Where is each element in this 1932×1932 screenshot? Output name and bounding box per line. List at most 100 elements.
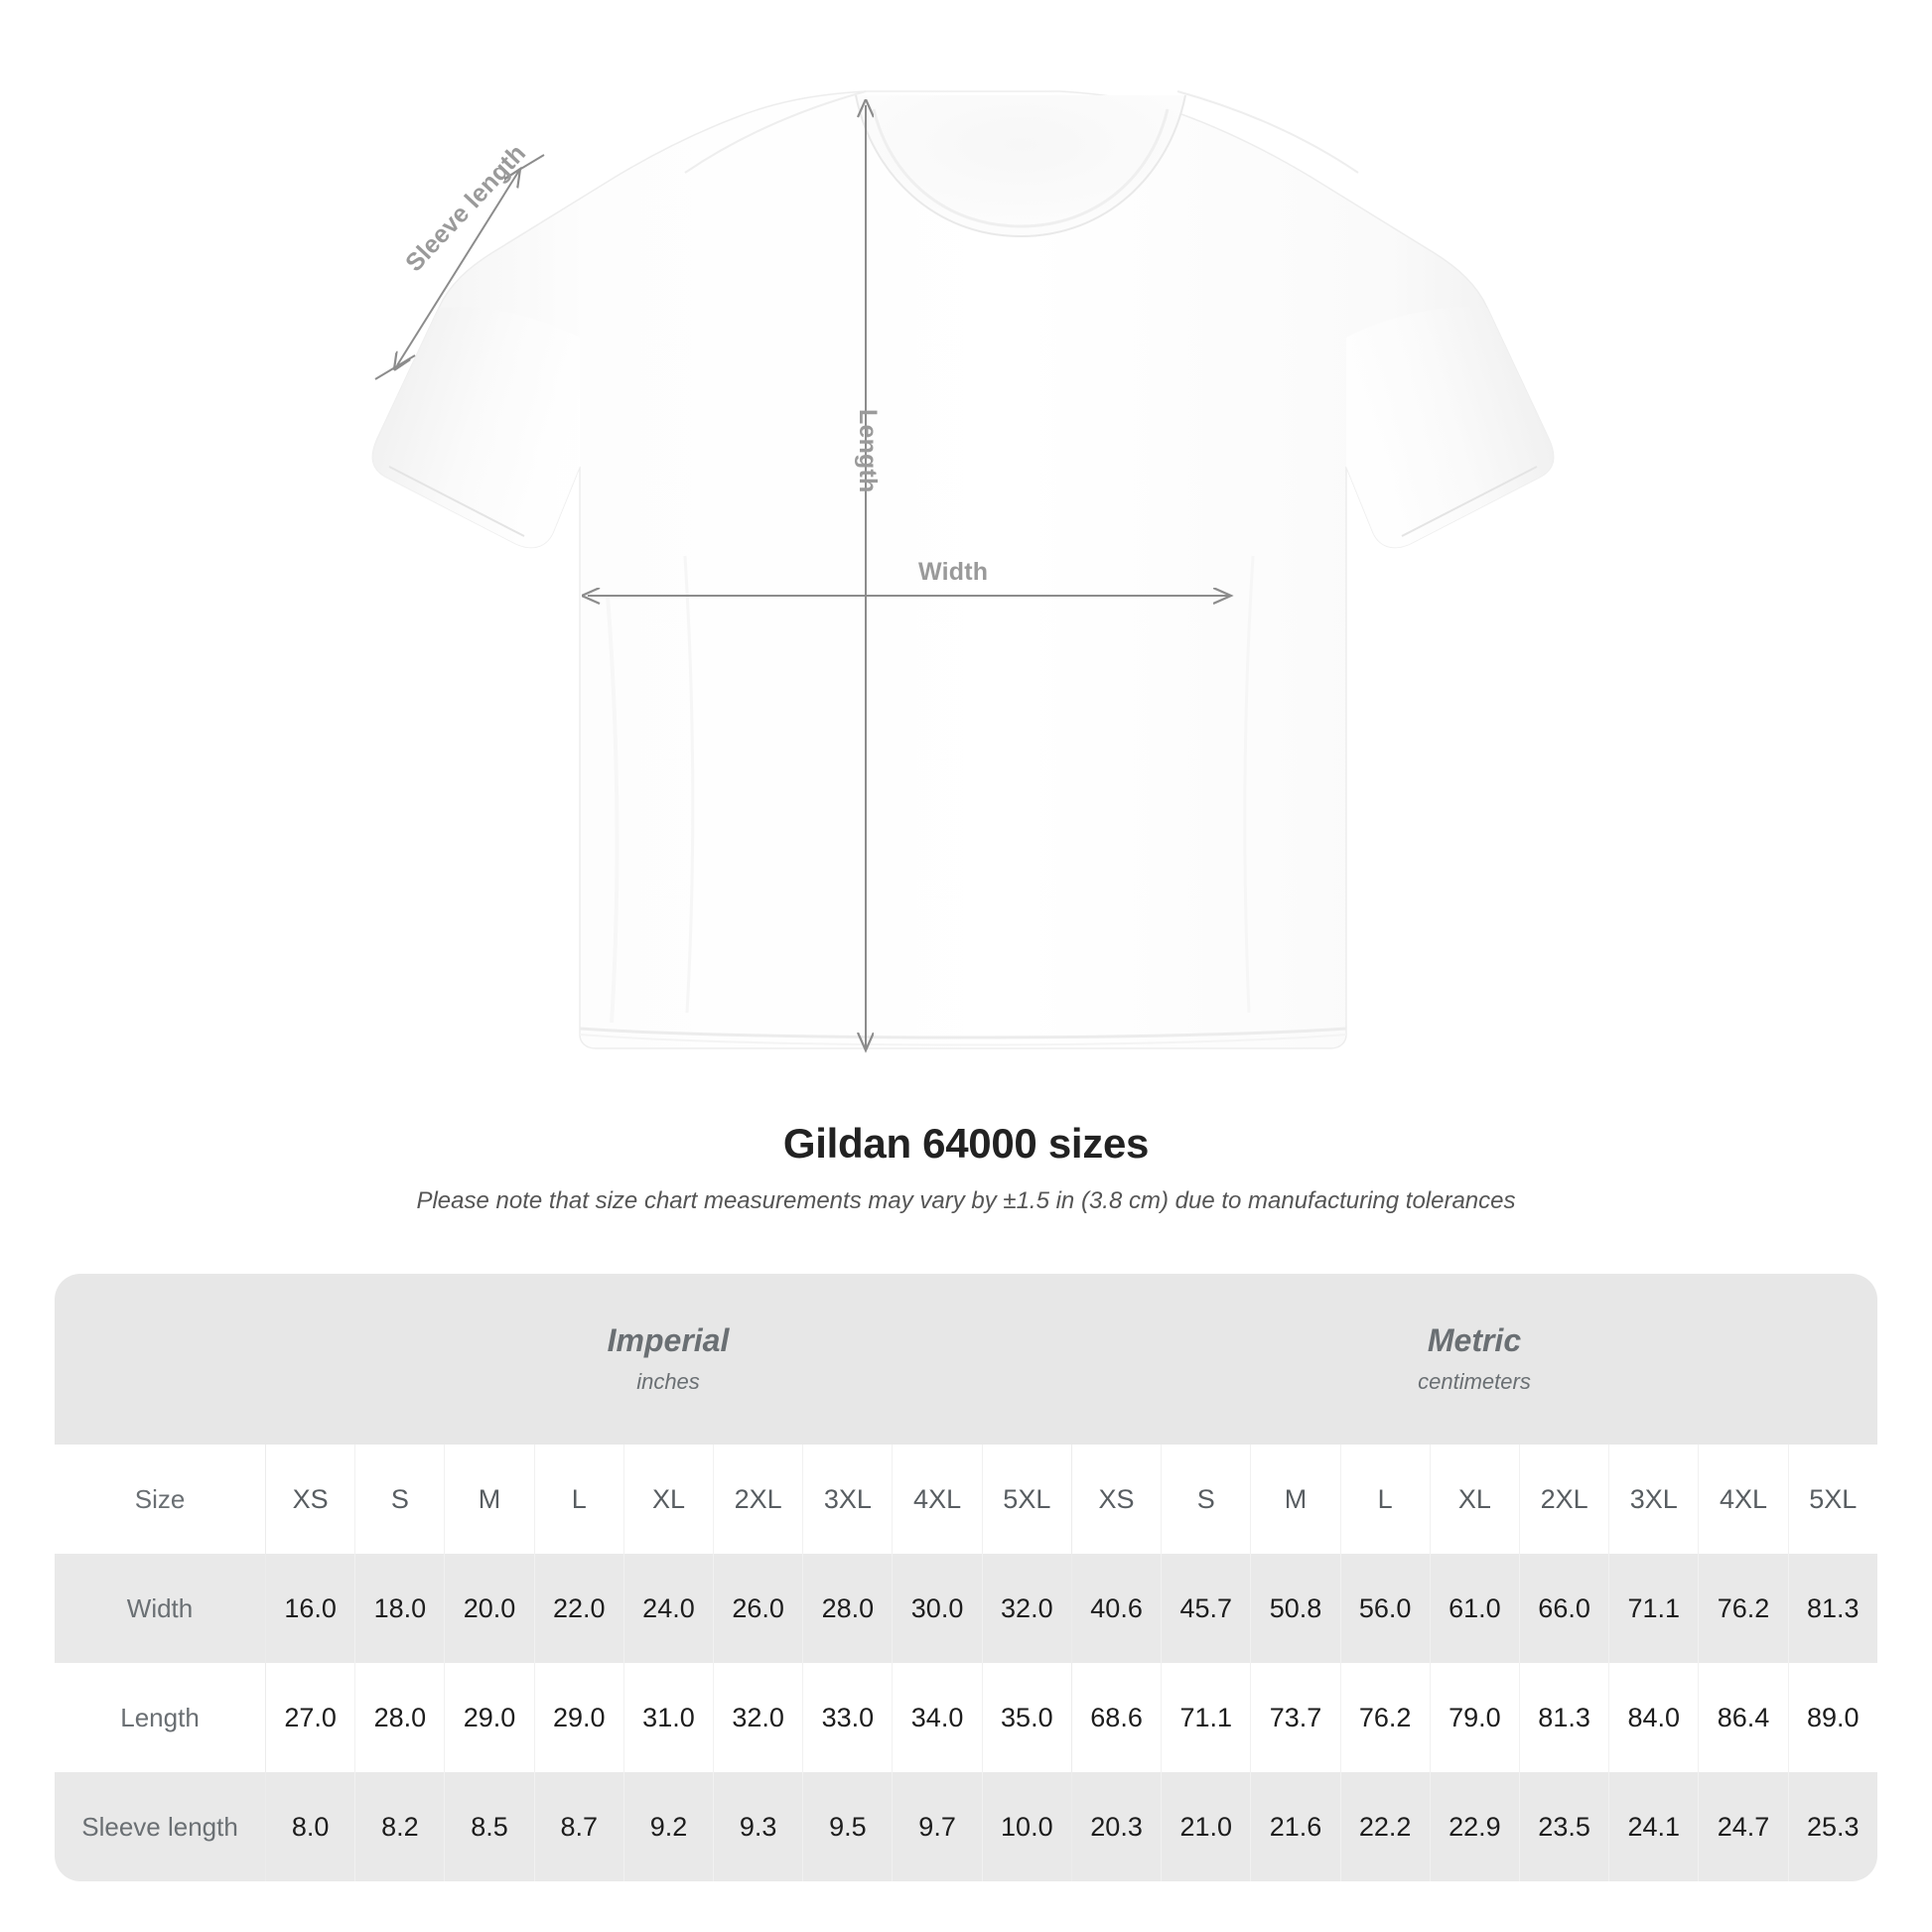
row-label-sleeve-length: Sleeve length [55, 1772, 266, 1881]
cell-length-imperial-5xl: 35.0 [981, 1663, 1071, 1772]
sleeve-length-dimension-arrow [374, 154, 545, 380]
page-title: Gildan 64000 sizes [782, 1120, 1150, 1167]
cell-length-imperial-xl: 31.0 [622, 1663, 714, 1772]
cell-sleeve-metric-5xl: 25.3 [1787, 1772, 1877, 1881]
size-header-metric-s: S [1161, 1445, 1251, 1554]
cell-width-metric-5xl: 81.3 [1787, 1554, 1877, 1663]
cell-length-imperial-2xl: 32.0 [713, 1663, 803, 1772]
cell-width-metric-xl: 61.0 [1429, 1554, 1519, 1663]
cell-width-metric-xs: 40.6 [1070, 1554, 1162, 1663]
cell-length-metric-xl: 79.0 [1429, 1663, 1519, 1772]
cell-sleeve-imperial-l: 8.7 [533, 1772, 623, 1881]
cell-sleeve-imperial-5xl: 10.0 [981, 1772, 1071, 1881]
cell-width-metric-s: 45.7 [1161, 1554, 1251, 1663]
cell-length-imperial-4xl: 34.0 [892, 1663, 982, 1772]
cell-width-metric-2xl: 66.0 [1518, 1554, 1609, 1663]
cell-sleeve-metric-xl: 22.9 [1429, 1772, 1519, 1881]
size-header-imperial-5xl: 5XL [981, 1445, 1071, 1554]
row-label-length: Length [55, 1663, 266, 1772]
cell-width-imperial-l: 22.0 [533, 1554, 623, 1663]
cell-sleeve-imperial-2xl: 9.3 [713, 1772, 803, 1881]
cell-length-imperial-xs: 27.0 [265, 1663, 355, 1772]
cell-length-imperial-s: 28.0 [354, 1663, 445, 1772]
cell-length-metric-m: 73.7 [1250, 1663, 1340, 1772]
cell-sleeve-imperial-xl: 9.2 [622, 1772, 714, 1881]
cell-sleeve-metric-xs: 20.3 [1070, 1772, 1162, 1881]
cell-width-imperial-4xl: 30.0 [892, 1554, 982, 1663]
size-header-imperial-4xl: 4XL [892, 1445, 982, 1554]
cell-sleeve-imperial-m: 8.5 [444, 1772, 534, 1881]
cell-width-imperial-xl: 24.0 [622, 1554, 714, 1663]
cell-length-metric-l: 76.2 [1339, 1663, 1430, 1772]
cell-sleeve-metric-4xl: 24.7 [1698, 1772, 1788, 1881]
unit-imperial-sub: inches [636, 1368, 700, 1394]
unit-header-row: Imperial inches Metric centimeters [55, 1274, 1877, 1445]
size-header-metric-4xl: 4XL [1698, 1445, 1788, 1554]
cell-length-metric-xs: 68.6 [1070, 1663, 1162, 1772]
cell-width-metric-l: 56.0 [1339, 1554, 1430, 1663]
cell-sleeve-imperial-s: 8.2 [354, 1772, 445, 1881]
table-row-sleeve-length: Sleeve length 8.0 8.2 8.5 8.7 9.2 9.3 9.… [55, 1772, 1877, 1881]
cell-sleeve-metric-m: 21.6 [1250, 1772, 1340, 1881]
unit-group-metric: Metric centimeters [1070, 1274, 1877, 1445]
size-header-metric-l: L [1339, 1445, 1430, 1554]
cell-width-imperial-xs: 16.0 [265, 1554, 355, 1663]
size-header-row: Size XS S M L XL 2XL 3XL 4XL 5XL XS S M … [55, 1445, 1877, 1554]
cell-sleeve-metric-2xl: 23.5 [1518, 1772, 1609, 1881]
size-row-label: Size [55, 1445, 266, 1554]
cell-sleeve-imperial-3xl: 9.5 [802, 1772, 893, 1881]
cell-length-imperial-3xl: 33.0 [802, 1663, 893, 1772]
cell-sleeve-metric-3xl: 24.1 [1608, 1772, 1699, 1881]
cell-width-metric-m: 50.8 [1250, 1554, 1340, 1663]
cell-sleeve-metric-l: 22.2 [1339, 1772, 1430, 1881]
tshirt-diagram: Sleeve length Length Width [371, 90, 1555, 1122]
size-header-imperial-3xl: 3XL [802, 1445, 893, 1554]
cell-width-metric-4xl: 76.2 [1698, 1554, 1788, 1663]
unit-imperial-name: Imperial [607, 1322, 730, 1359]
cell-sleeve-imperial-xs: 8.0 [265, 1772, 355, 1881]
cell-width-imperial-5xl: 32.0 [981, 1554, 1071, 1663]
cell-length-metric-s: 71.1 [1161, 1663, 1251, 1772]
unit-spacer-cell [55, 1274, 266, 1445]
size-header-imperial-m: M [444, 1445, 534, 1554]
size-header-metric-xl: XL [1429, 1445, 1519, 1554]
size-table: Imperial inches Metric centimeters Size … [55, 1274, 1877, 1881]
cell-width-imperial-2xl: 26.0 [713, 1554, 803, 1663]
size-header-metric-xs: XS [1070, 1445, 1162, 1554]
cell-length-imperial-m: 29.0 [444, 1663, 534, 1772]
unit-metric-sub: centimeters [1418, 1368, 1531, 1394]
unit-group-imperial: Imperial inches [265, 1274, 1071, 1445]
cell-sleeve-imperial-4xl: 9.7 [892, 1772, 982, 1881]
size-header-metric-m: M [1250, 1445, 1340, 1554]
cell-length-metric-3xl: 84.0 [1608, 1663, 1699, 1772]
cell-length-metric-5xl: 89.0 [1787, 1663, 1877, 1772]
unit-metric-name: Metric [1427, 1322, 1522, 1359]
size-header-metric-3xl: 3XL [1608, 1445, 1699, 1554]
cell-length-metric-2xl: 81.3 [1518, 1663, 1609, 1772]
cell-width-imperial-m: 20.0 [444, 1554, 534, 1663]
cell-width-metric-3xl: 71.1 [1608, 1554, 1699, 1663]
title-block: Gildan 64000 sizes Please note that size… [0, 1120, 1932, 1215]
table-row-width: Width 16.0 18.0 20.0 22.0 24.0 26.0 28.0… [55, 1554, 1877, 1663]
cell-sleeve-metric-s: 21.0 [1161, 1772, 1251, 1881]
tshirt-illustration [371, 90, 1555, 1122]
width-label: Width [918, 558, 989, 586]
cell-length-metric-4xl: 86.4 [1698, 1663, 1788, 1772]
size-header-imperial-l: L [533, 1445, 623, 1554]
cell-width-imperial-s: 18.0 [354, 1554, 445, 1663]
table-row-length: Length 27.0 28.0 29.0 29.0 31.0 32.0 33.… [55, 1663, 1877, 1772]
size-header-imperial-xl: XL [622, 1445, 714, 1554]
size-header-imperial-xs: XS [265, 1445, 355, 1554]
tshirt-shape [371, 90, 1555, 1049]
size-header-metric-2xl: 2XL [1518, 1445, 1609, 1554]
size-table-container: Imperial inches Metric centimeters Size … [55, 1274, 1877, 1881]
cell-length-imperial-l: 29.0 [533, 1663, 623, 1772]
cell-width-imperial-3xl: 28.0 [802, 1554, 893, 1663]
length-label: Length [854, 409, 882, 493]
tolerance-note: Please note that size chart measurements… [416, 1187, 1516, 1214]
size-header-metric-5xl: 5XL [1787, 1445, 1877, 1554]
size-header-imperial-2xl: 2XL [713, 1445, 803, 1554]
row-label-width: Width [55, 1554, 266, 1663]
size-header-imperial-s: S [354, 1445, 445, 1554]
